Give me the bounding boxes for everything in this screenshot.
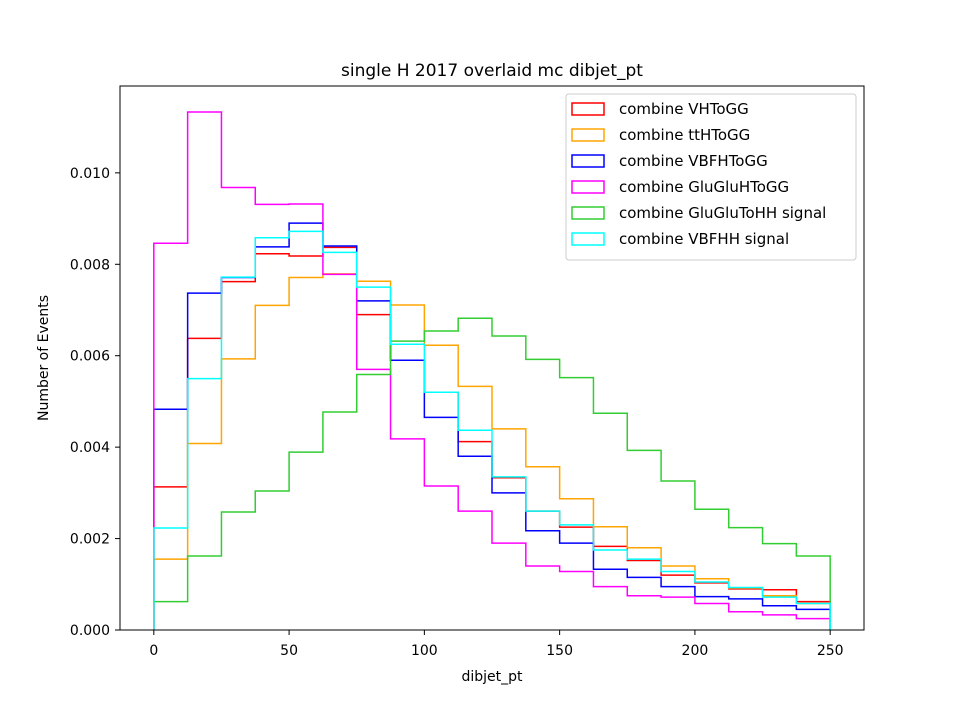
chart-title: single H 2017 overlaid mc dibjet_pt xyxy=(341,61,643,81)
x-tick-label-1: 50 xyxy=(280,643,298,659)
series-line-5 xyxy=(153,230,831,630)
y-axis-label: Number of Events xyxy=(36,295,52,421)
x-tick-label-0: 0 xyxy=(149,643,158,659)
y-tick-label-2: 0.004 xyxy=(70,440,110,456)
x-tick-label-5: 250 xyxy=(817,643,844,659)
legend-swatch-2 xyxy=(571,154,605,168)
legend-label-2: combine VBFHToGG xyxy=(619,152,768,170)
legend: combine VHToGG combine ttHToGG combine VBF… xyxy=(565,93,857,261)
legend-swatch-3 xyxy=(571,180,605,194)
legend-swatch-4 xyxy=(571,206,605,220)
legend-box xyxy=(565,93,857,261)
y-tick-label-0: 0.000 xyxy=(70,623,110,639)
axes-frame xyxy=(119,85,865,631)
plot-area xyxy=(153,111,831,630)
legend-label-1: combine ttHToGG xyxy=(619,126,750,144)
y-tick-label-3: 0.006 xyxy=(70,349,110,365)
x-tick-label-2: 100 xyxy=(411,643,438,659)
x-tick-label-3: 150 xyxy=(546,643,573,659)
legend-label-0: combine VHToGG xyxy=(619,100,749,118)
legend-swatch-0 xyxy=(571,102,605,116)
x-tick-label-4: 200 xyxy=(682,643,709,659)
x-axis-label: dibjet_pt xyxy=(461,669,523,685)
legend-label-4: combine GluGluToHH signal xyxy=(619,204,826,222)
x-axis: 0 50 100 150 200 250 xyxy=(149,630,844,659)
y-tick-label-4: 0.008 xyxy=(70,257,110,273)
series-line-4 xyxy=(153,317,831,630)
series-line-3 xyxy=(153,111,831,630)
legend-swatch-5 xyxy=(571,232,605,246)
y-axis: 0.000 0.002 0.004 0.006 0.008 0.010 xyxy=(70,166,120,639)
y-tick-label-5: 0.010 xyxy=(70,166,110,182)
y-tick-label-1: 0.002 xyxy=(70,532,110,548)
legend-label-5: combine VBFHH signal xyxy=(619,230,789,248)
series-line-1 xyxy=(153,273,831,630)
legend-swatch-1 xyxy=(571,128,605,142)
legend-label-3: combine GluGluHToGG xyxy=(619,178,789,196)
